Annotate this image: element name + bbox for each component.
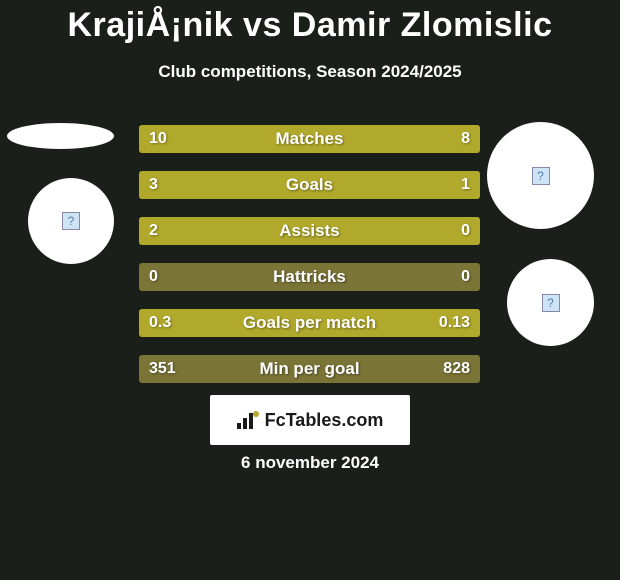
stat-label: Hattricks [139, 263, 480, 291]
image-placeholder-icon: ? [542, 294, 560, 312]
fctables-logo-icon [237, 411, 259, 429]
stat-bar: 31Goals [139, 171, 480, 199]
avatar-right-top: ? [487, 122, 594, 229]
footer-logo: FcTables.com [237, 410, 384, 431]
stat-label: Goals [139, 171, 480, 199]
footer-brand-text: FcTables.com [265, 410, 384, 431]
page-title: KrajiÅ¡nik vs Damir Zlomislic [0, 6, 620, 45]
stat-bar: 0.30.13Goals per match [139, 309, 480, 337]
stat-label: Assists [139, 217, 480, 245]
avatar-right-bottom: ? [507, 259, 594, 346]
footer-date: 6 november 2024 [0, 453, 620, 473]
image-placeholder-icon: ? [532, 167, 550, 185]
comparison-infographic: KrajiÅ¡nik vs Damir Zlomislic Club compe… [0, 0, 620, 580]
page-subtitle: Club competitions, Season 2024/2025 [0, 62, 620, 82]
stat-bar: 00Hattricks [139, 263, 480, 291]
stat-label: Min per goal [139, 355, 480, 383]
stat-bar: 108Matches [139, 125, 480, 153]
stat-label: Matches [139, 125, 480, 153]
stat-label: Goals per match [139, 309, 480, 337]
footer-brand-box: FcTables.com [210, 395, 410, 445]
avatar-left: ? [28, 178, 114, 264]
avatar-left-shadow [7, 123, 114, 149]
stat-bar: 20Assists [139, 217, 480, 245]
stat-bar: 351828Min per goal [139, 355, 480, 383]
image-placeholder-icon: ? [62, 212, 80, 230]
stats-bars: 108Matches 31Goals 20Assists 00Hattricks 0.3… [139, 125, 480, 401]
